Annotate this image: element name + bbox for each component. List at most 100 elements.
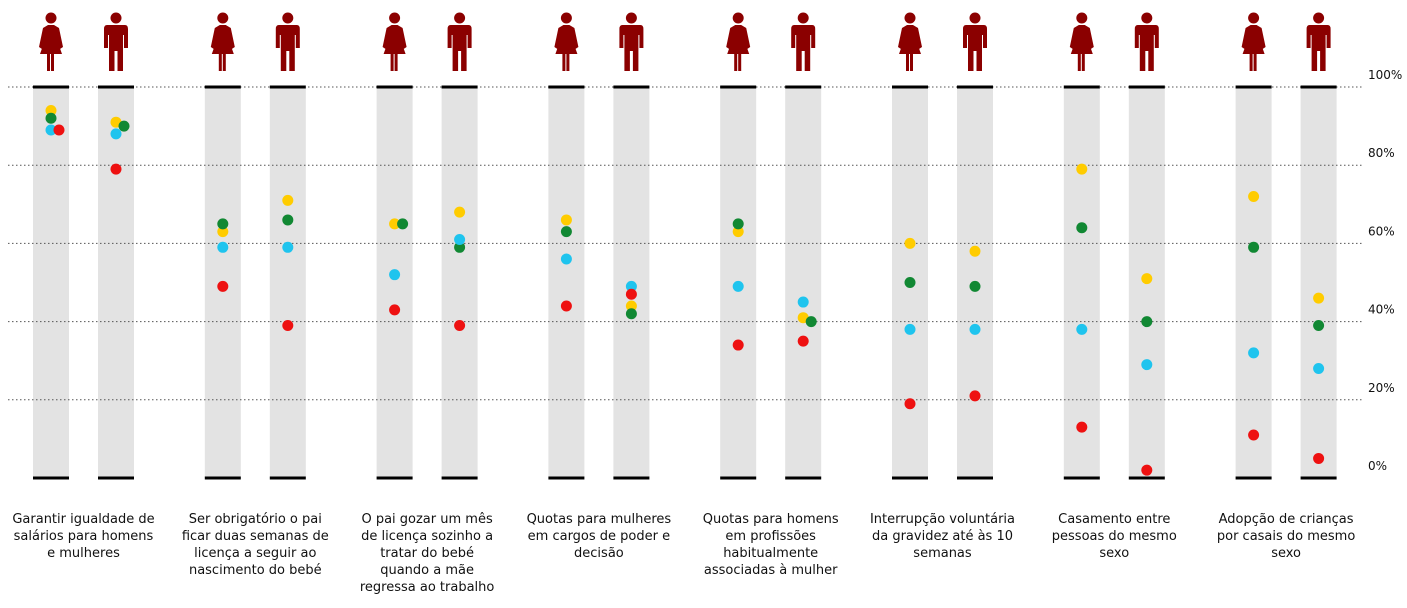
- data-point-yellow: [1248, 190, 1260, 202]
- man-icon: [963, 12, 987, 71]
- category-label: Interrupção voluntária da gravidez até às…: [863, 511, 1023, 562]
- category-label-line: Ser obrigatório o pai: [188, 512, 322, 527]
- column-background: [1300, 87, 1337, 478]
- data-point-red: [110, 163, 122, 175]
- data-point-green: [904, 277, 916, 288]
- data-point-red: [1076, 421, 1088, 433]
- data-point-green: [1248, 241, 1260, 253]
- data-point-yellow: [1141, 273, 1153, 285]
- data-point-cyan: [110, 128, 122, 140]
- data-point-cyan: [454, 233, 466, 245]
- column-background: [441, 87, 478, 478]
- category-label-line: semanas: [913, 546, 972, 561]
- data-point-red: [217, 280, 229, 292]
- data-point-green: [454, 241, 466, 253]
- data-point-cyan: [625, 280, 637, 292]
- data-point-green: [217, 218, 229, 230]
- data-point-cyan: [1076, 323, 1088, 335]
- category-label-line: sexo: [1099, 546, 1130, 561]
- y-tick-label: 80%: [1368, 146, 1395, 160]
- data-point-yellow: [389, 218, 401, 230]
- category-label: Quotas para homens em profissões habitualm…: [691, 511, 851, 579]
- data-point-cyan: [797, 296, 809, 308]
- category-label-line: pessoas do mesmo: [1051, 529, 1177, 544]
- data-point-yellow: [454, 206, 466, 218]
- category-label-line: habitualmente: [723, 546, 819, 561]
- data-point-green: [969, 280, 981, 292]
- column-backgrounds: [33, 87, 1337, 478]
- category-label-line: tratar do bebé: [380, 546, 474, 561]
- data-point-green: [282, 214, 294, 226]
- category-label: Garantir igualdade de salários para homen…: [4, 511, 164, 562]
- man-icon: [275, 12, 300, 71]
- data-point-cyan: [732, 280, 744, 292]
- y-tick-label: 40%: [1368, 303, 1395, 317]
- data-point-cyan: [217, 241, 229, 253]
- data-point-green: [560, 226, 572, 238]
- man-icon: [1134, 12, 1159, 71]
- data-point-cyan: [282, 241, 294, 253]
- category-label-line: de licença sozinho a: [361, 529, 494, 544]
- y-tick-label: 60%: [1368, 224, 1395, 238]
- y-axis-tick-labels: 100% 80% 60% 40% 20% 0%: [1368, 68, 1402, 473]
- woman-icon: [726, 12, 751, 71]
- data-point-red: [969, 390, 981, 402]
- data-point-green: [118, 120, 130, 132]
- data-point-yellow: [625, 300, 637, 312]
- category-label-line: associadas à mulher: [703, 563, 838, 578]
- woman-icon: [382, 12, 407, 71]
- woman-icon: [210, 12, 235, 71]
- column-background: [1235, 87, 1272, 478]
- category-label-line: por casais do mesmo: [1216, 529, 1356, 544]
- data-point-cyan: [904, 323, 916, 335]
- data-point-yellow: [904, 237, 916, 249]
- man-icon: [104, 12, 128, 71]
- data-point-yellow: [1313, 292, 1325, 304]
- data-point-green: [1141, 316, 1153, 328]
- data-point-red: [53, 124, 65, 136]
- man-icon: [447, 12, 472, 71]
- data-point-green: [1076, 222, 1088, 234]
- category-label-line: Quotas para mulheres: [526, 512, 672, 527]
- data-point-yellow: [1076, 163, 1088, 175]
- category-label-line: em cargos de poder e: [527, 529, 671, 544]
- data-point-cyan: [1248, 347, 1260, 359]
- column-background: [98, 87, 134, 478]
- category-label-line: sexo: [1271, 546, 1301, 561]
- category-label: Adopção de crianças por casais do mesmo se…: [1206, 511, 1366, 562]
- data-point-green: [397, 218, 409, 230]
- category-label-line: O pai gozar um mês: [361, 512, 493, 527]
- column-background: [33, 87, 69, 478]
- data-point-red: [282, 320, 294, 332]
- y-tick-label: 20%: [1368, 381, 1395, 395]
- woman-icon: [1241, 12, 1266, 71]
- column-background: [785, 87, 822, 478]
- data-point-red: [454, 320, 466, 332]
- column-background: [269, 87, 306, 478]
- category-label: Ser obrigatório o pai ficar duas semanas …: [175, 511, 335, 579]
- column-background: [376, 87, 413, 478]
- data-point-red: [1313, 452, 1325, 464]
- column-background: [1063, 87, 1100, 478]
- data-point-yellow: [732, 226, 744, 238]
- data-point-yellow: [45, 104, 57, 116]
- data-point-cyan: [969, 323, 981, 335]
- category-label: Casamento entre pessoas do mesmo sexo: [1034, 511, 1194, 562]
- data-point-yellow: [282, 194, 294, 206]
- woman-icon: [898, 12, 922, 71]
- data-point-red: [732, 339, 744, 351]
- y-tick-label: 100%: [1368, 68, 1402, 82]
- column-baselines: [33, 85, 1337, 480]
- data-point-red: [1141, 464, 1153, 476]
- category-label-line: e mulheres: [47, 546, 120, 561]
- category-label-line: Interrupção voluntária: [869, 512, 1016, 527]
- data-point-cyan: [1141, 359, 1153, 371]
- category-label: Quotas para mulheres em cargos de poder e…: [519, 511, 679, 562]
- category-label-line: Casamento entre: [1058, 512, 1171, 527]
- person-icons: [39, 12, 1331, 71]
- man-icon: [791, 12, 816, 71]
- column-background: [548, 87, 585, 478]
- category-label-line: Adopção de crianças: [1218, 512, 1354, 527]
- category-label-line: salários para homens: [13, 529, 154, 544]
